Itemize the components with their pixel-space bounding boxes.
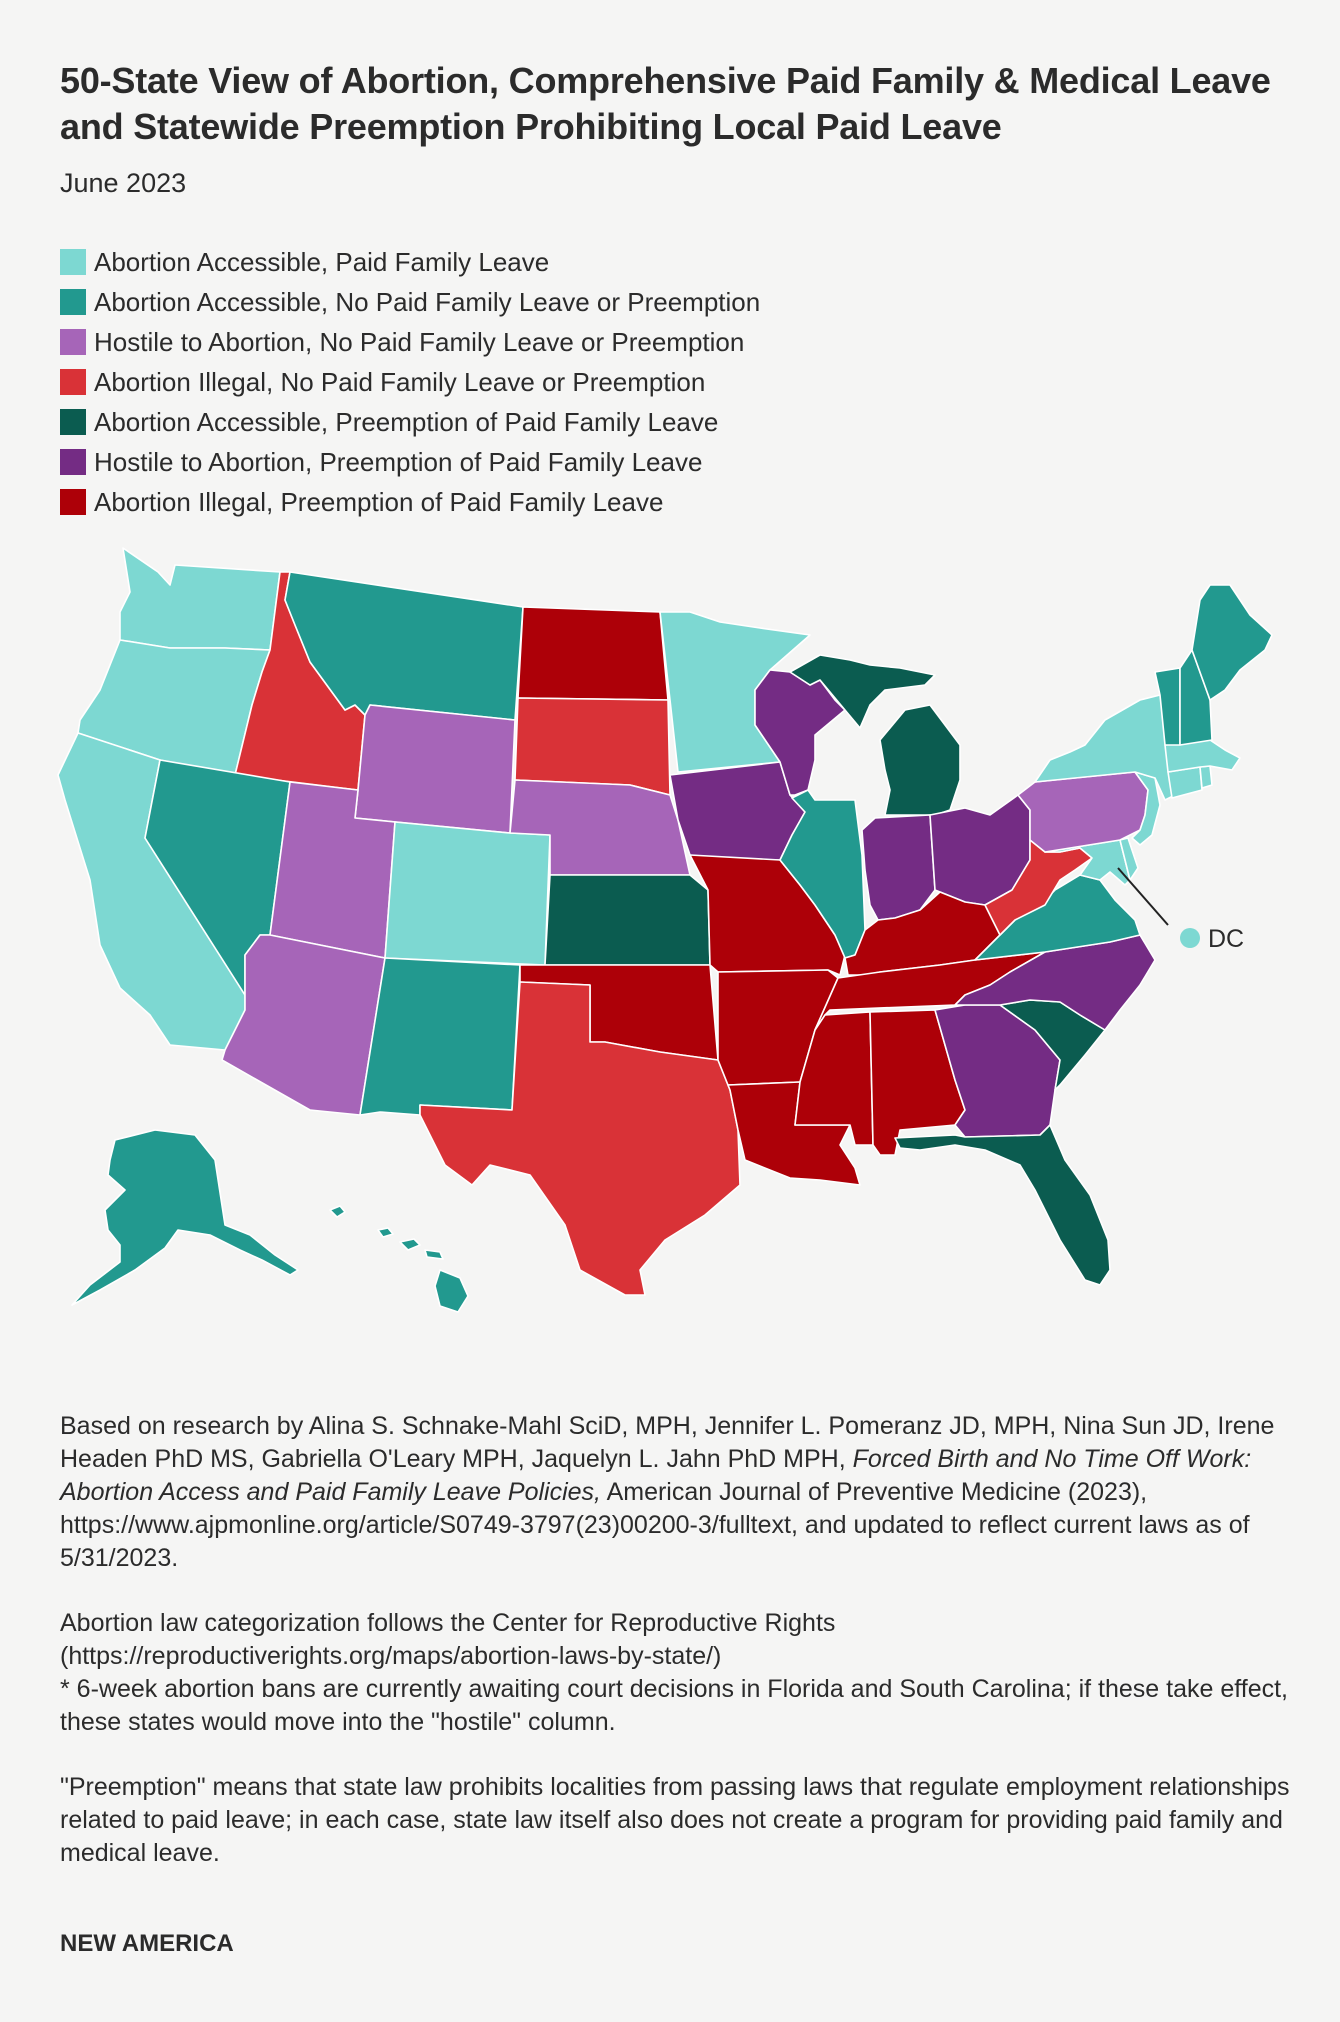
legend-label: Hostile to Abortion, No Paid Family Leav… (94, 326, 745, 357)
legend-swatch (60, 369, 86, 395)
note-research-source: American Journal of Preventive Medicine … (60, 1478, 1250, 1572)
us-states-map: DC (57, 547, 1273, 1313)
legend-swatch (60, 249, 86, 275)
state-TX[interactable] (419, 981, 741, 1296)
legend-label: Abortion Accessible, Preemption of Paid … (94, 406, 719, 437)
state-WA[interactable] (119, 547, 281, 651)
note-research: Based on research by Alina S. Schnake-Ma… (60, 1410, 1290, 1575)
state-ME[interactable] (1191, 584, 1273, 701)
note-research-title: Forced Birth and No Time Off Work: Abort… (60, 1445, 1252, 1506)
state-AK[interactable] (71, 1129, 299, 1306)
state-DC[interactable] (1180, 928, 1200, 948)
state-FL[interactable] (894, 1124, 1111, 1286)
legend-item: Abortion Accessible, Paid Family Leave (60, 242, 760, 282)
legend-label: Abortion Illegal, Preemption of Paid Fam… (94, 486, 664, 517)
dc-label: DC (1208, 925, 1244, 953)
state-NM[interactable] (359, 957, 521, 1116)
legend-swatch (60, 449, 86, 475)
state-DE[interactable] (1119, 837, 1139, 881)
state-MI[interactable] (789, 654, 961, 816)
legend-item: Abortion Accessible, Preemption of Paid … (60, 402, 760, 442)
note-categorization-line3: * 6-week abortion bans are currently awa… (60, 1675, 1288, 1736)
state-NH[interactable] (1179, 649, 1213, 746)
legend-item: Abortion Illegal, Preemption of Paid Fam… (60, 482, 760, 522)
legend-label: Abortion Accessible, Paid Family Leave (94, 246, 550, 277)
legend-item: Hostile to Abortion, No Paid Family Leav… (60, 322, 760, 362)
state-VT[interactable] (1154, 667, 1181, 746)
state-NJ[interactable] (1131, 771, 1161, 846)
state-WY[interactable] (354, 704, 516, 834)
dc-leader-line (1117, 867, 1169, 926)
chart-subtitle: June 2023 (60, 168, 187, 198)
state-NC[interactable] (954, 934, 1156, 1031)
legend-item: Abortion Illegal, No Paid Family Leave o… (60, 362, 760, 402)
legend: Abortion Accessible, Paid Family Leave A… (60, 242, 760, 522)
note-preemption: "Preemption" means that state law prohib… (60, 1773, 1290, 1867)
state-ND[interactable] (517, 606, 669, 701)
source-notes: Based on research by Alina S. Schnake-Ma… (60, 1410, 1290, 1902)
state-AZ[interactable] (221, 934, 386, 1116)
chart-title: 50-State View of Abortion, Comprehensive… (60, 60, 1271, 147)
state-CO[interactable] (384, 821, 551, 966)
legend-swatch (60, 489, 86, 515)
state-KS[interactable] (544, 874, 711, 966)
state-RI[interactable] (1199, 765, 1213, 789)
legend-label: Hostile to Abortion, Preemption of Paid … (94, 446, 703, 477)
legend-label: Abortion Accessible, No Paid Family Leav… (94, 286, 761, 317)
legend-label: Abortion Illegal, No Paid Family Leave o… (94, 366, 706, 397)
note-categorization-line1: Abortion law categorization follows the … (60, 1609, 836, 1637)
note-categorization: Abortion law categorization follows the … (60, 1607, 1290, 1739)
note-categorization-line2[interactable]: (https://reproductiverights.org/maps/abo… (60, 1642, 722, 1670)
state-HI[interactable] (329, 1205, 469, 1313)
legend-swatch (60, 329, 86, 355)
legend-item: Hostile to Abortion, Preemption of Paid … (60, 442, 760, 482)
state-MS[interactable] (794, 1011, 874, 1146)
legend-swatch (60, 409, 86, 435)
state-IN[interactable] (861, 814, 936, 921)
legend-swatch (60, 289, 86, 315)
state-MA[interactable] (1164, 739, 1241, 773)
note-research-text: Based on research by Alina S. Schnake-Ma… (60, 1412, 1275, 1473)
brand-logo-text: NEW AMERICA (60, 1930, 234, 1957)
state-MT[interactable] (284, 571, 524, 721)
legend-item: Abortion Accessible, No Paid Family Leav… (60, 282, 760, 322)
